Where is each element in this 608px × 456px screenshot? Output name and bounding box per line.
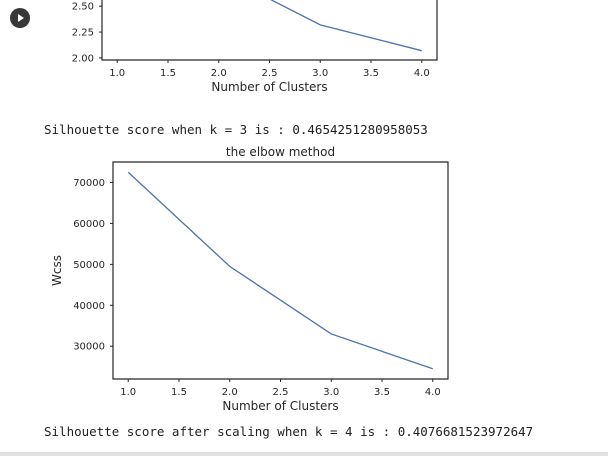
x-tick-label: 1.5 [160,68,176,79]
x-tick-label: 3.0 [323,387,339,398]
x-axis-label: Number of Clusters [222,399,338,413]
x-tick-label: 3.5 [363,68,379,79]
y-tick-label: 60000 [73,219,105,230]
y-axis-label: Wcss [50,255,64,286]
run-cell-button[interactable] [10,8,30,28]
x-tick-label: 2.0 [222,387,238,398]
x-tick-label: 4.0 [425,387,441,398]
chart-title: the elbow method [226,145,335,159]
y-tick-label: 2.50 [72,2,94,13]
y-tick-label: 30000 [73,342,105,353]
axes-frame [101,0,438,61]
x-tick-label: 2.5 [262,68,278,79]
x-axis-label: Number of Clusters [211,80,327,94]
y-tick-label: 70000 [73,178,105,189]
x-tick-label: 1.0 [109,68,125,79]
play-icon [18,14,24,22]
x-tick-label: 1.0 [120,387,136,398]
x-tick-label: 1.5 [171,387,187,398]
x-tick-label: 4.0 [414,68,430,79]
y-tick-label: 50000 [73,260,105,271]
output-scroll-edge [0,452,608,456]
y-tick-label: 2.00 [72,53,94,64]
elbow-method-chart: the elbow method 1.0 1.5 2.0 2.5 3.0 3.5 4.0 300… [50,145,449,413]
x-tick-label: 3.5 [374,387,390,398]
x-tick-label: 2.0 [211,68,227,79]
cluster-score-chart: 1.0 1.5 2.0 2.5 3.0 3.5 4.0 2.00 2.25 2.50 Number … [72,0,438,94]
x-tick-label: 3.0 [312,68,328,79]
x-tick-label: 2.5 [273,387,289,398]
silhouette-output-2: Silhouette score after scaling when k = … [44,424,534,439]
y-tick-label: 2.25 [72,28,94,39]
axes-frame [112,161,449,380]
y-tick-label: 40000 [73,301,105,312]
series-line-0 [270,0,422,52]
silhouette-output-1: Silhouette score when k = 3 is : 0.46542… [44,122,428,137]
series-line-0 [127,171,433,370]
